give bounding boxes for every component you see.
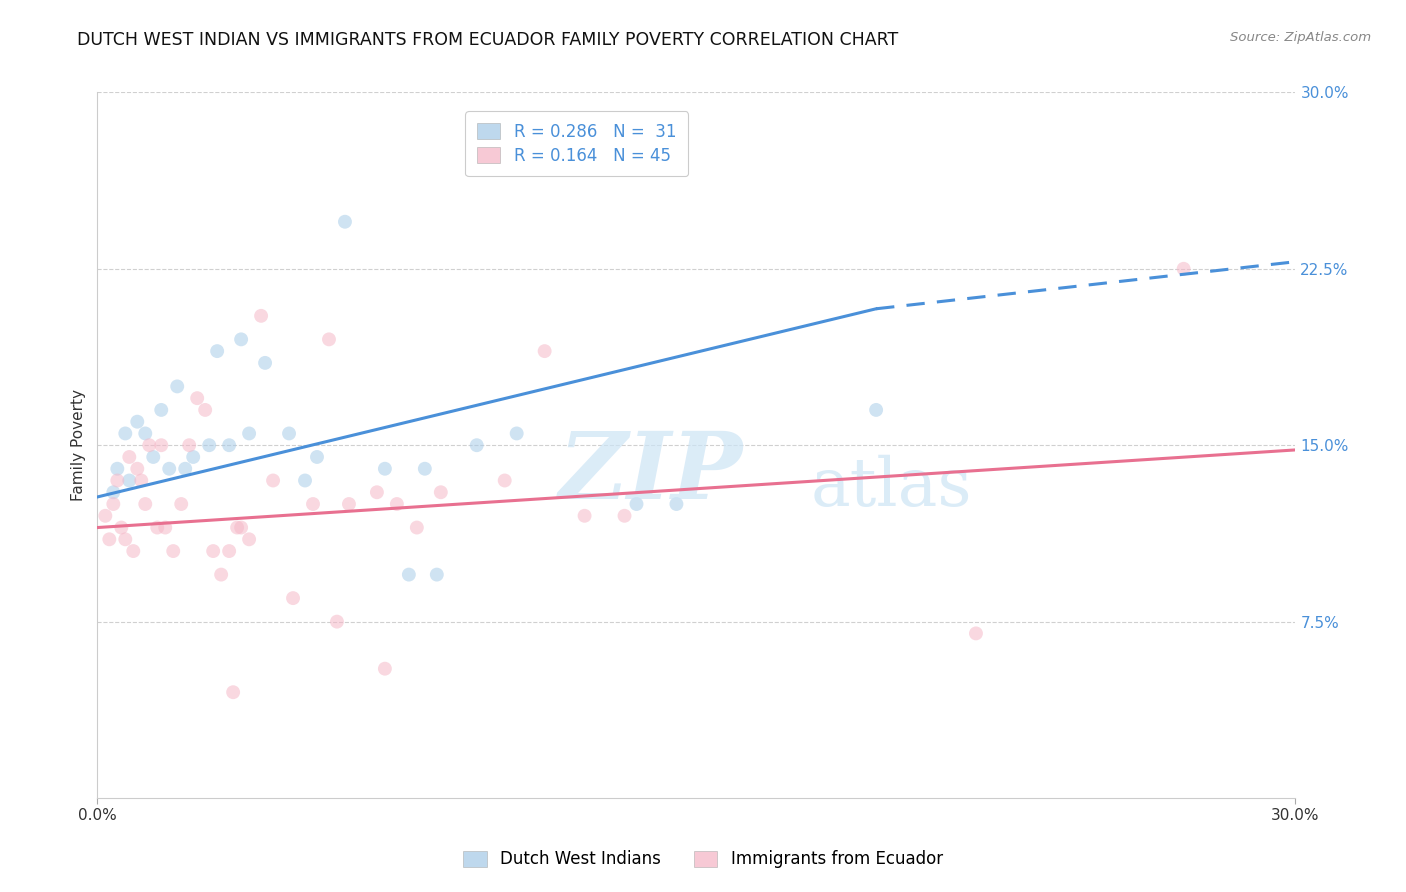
Point: [179, 438, 201, 452]
Point: [134, 497, 156, 511]
Point: [202, 544, 225, 558]
Point: [374, 662, 396, 676]
Point: [374, 461, 396, 475]
Point: [385, 497, 408, 511]
Point: [965, 626, 987, 640]
Point: [174, 461, 197, 475]
Point: [105, 461, 128, 475]
Point: [533, 344, 555, 359]
Point: [157, 461, 180, 475]
Point: [430, 485, 453, 500]
Point: [465, 438, 488, 452]
Point: [105, 474, 128, 488]
Point: [134, 426, 156, 441]
Point: [110, 520, 132, 534]
Point: [413, 461, 436, 475]
Point: [574, 508, 596, 523]
Point: [162, 544, 184, 558]
Point: [366, 485, 388, 500]
Point: [626, 497, 648, 511]
Point: [326, 615, 349, 629]
Point: [218, 438, 240, 452]
Point: [205, 344, 228, 359]
Point: [122, 544, 145, 558]
Point: [613, 508, 636, 523]
Point: [405, 520, 427, 534]
Point: [150, 438, 173, 452]
Point: [278, 426, 301, 441]
Point: [494, 474, 516, 488]
Point: [262, 474, 284, 488]
Point: [865, 403, 887, 417]
Point: [1173, 261, 1195, 276]
Point: [146, 520, 169, 534]
Point: [166, 379, 188, 393]
Text: Source: ZipAtlas.com: Source: ZipAtlas.com: [1230, 31, 1371, 45]
Point: [218, 544, 240, 558]
Point: [103, 497, 125, 511]
Point: [238, 426, 260, 441]
Legend: R = 0.286   N =  31, R = 0.164   N = 45: R = 0.286 N = 31, R = 0.164 N = 45: [465, 112, 688, 177]
Point: [118, 474, 141, 488]
Point: [318, 332, 340, 346]
Point: [94, 508, 117, 523]
Point: [222, 685, 245, 699]
Point: [250, 309, 273, 323]
Point: [150, 403, 173, 417]
Point: [294, 474, 316, 488]
Point: [238, 533, 260, 547]
Point: [229, 520, 252, 534]
Text: ZIP: ZIP: [558, 428, 742, 518]
Point: [398, 567, 420, 582]
Point: [254, 356, 277, 370]
Point: [194, 403, 217, 417]
Text: DUTCH WEST INDIAN VS IMMIGRANTS FROM ECUADOR FAMILY POVERTY CORRELATION CHART: DUTCH WEST INDIAN VS IMMIGRANTS FROM ECU…: [77, 31, 898, 49]
Point: [302, 497, 325, 511]
Point: [226, 520, 249, 534]
Legend: Dutch West Indians, Immigrants from Ecuador: Dutch West Indians, Immigrants from Ecua…: [454, 842, 952, 877]
Point: [426, 567, 449, 582]
Text: atlas: atlas: [810, 455, 972, 520]
Point: [142, 450, 165, 464]
Point: [114, 533, 136, 547]
Point: [138, 438, 160, 452]
Point: [114, 426, 136, 441]
Point: [127, 461, 149, 475]
Point: [186, 391, 208, 405]
Point: [229, 332, 252, 346]
Point: [118, 450, 141, 464]
Point: [98, 533, 121, 547]
Point: [665, 497, 688, 511]
Point: [181, 450, 204, 464]
Point: [129, 474, 152, 488]
Point: [127, 415, 149, 429]
Point: [505, 426, 527, 441]
Point: [333, 215, 356, 229]
Y-axis label: Family Poverty: Family Poverty: [72, 389, 86, 501]
Point: [170, 497, 193, 511]
Point: [209, 567, 232, 582]
Point: [281, 591, 304, 606]
Point: [337, 497, 360, 511]
Point: [305, 450, 328, 464]
Point: [155, 520, 177, 534]
Point: [198, 438, 221, 452]
Point: [103, 485, 125, 500]
